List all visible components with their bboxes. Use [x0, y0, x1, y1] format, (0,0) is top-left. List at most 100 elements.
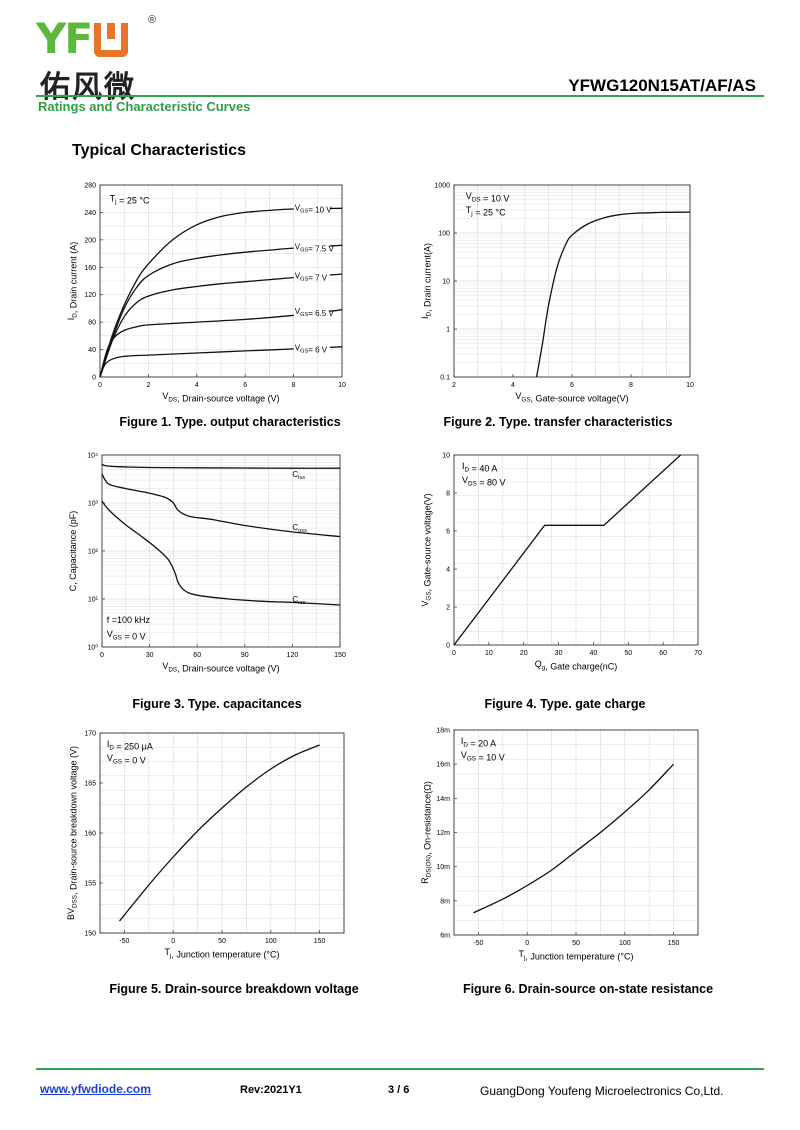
fig3-xlabel: VDS, Drain-source voltage (V)	[162, 661, 279, 673]
fig3-xtick-label: 150	[334, 652, 346, 659]
fig6-ytick-label: 10m	[436, 864, 450, 871]
fig1-series-line	[99, 273, 343, 378]
fig1-series-label: VGS= 6.5 V	[295, 307, 335, 318]
fig3-svg: 0 30 60 90 120 150 10⁰ 10¹ 10² 10³ 10⁴ VDS, Drain-s…	[68, 453, 346, 674]
fig3-ytick-label: 10⁰	[87, 644, 98, 652]
fig6-ytick-label: 12m	[436, 830, 450, 837]
fig4-series-line	[453, 454, 682, 646]
fig2-annotation: VDS = 10 V	[466, 191, 510, 203]
fig1-series-line	[99, 207, 343, 378]
fig5-xtick-label: 50	[218, 938, 226, 945]
caption-fig2: Figure 2. Type. transfer characteristics	[443, 415, 673, 429]
fig1-series-label: VGS= 10 V	[295, 204, 332, 215]
fig5-ytick-label: 165	[84, 781, 96, 788]
fig1-annotation: Tj = 25 °C	[110, 193, 150, 205]
footer-divider	[36, 1068, 764, 1070]
fig2-ytick-label: 1	[446, 327, 450, 334]
fig1-xtick-label: 2	[146, 382, 150, 389]
revision: Rev:2021Y1	[240, 1084, 302, 1096]
fig3-ylabel: C, Capacitance (pF)	[68, 511, 78, 592]
fig5-ytick-label: 150	[84, 931, 96, 938]
fig4-xtick-label: 60	[659, 650, 667, 657]
fig1-xtick-label: 6	[243, 382, 247, 389]
logo-chinese-name: 佑风微	[40, 70, 136, 105]
fig3-series-line	[101, 473, 341, 538]
fig6-xtick-label: 0	[525, 940, 529, 947]
fig6-ytick-label: 8m	[440, 898, 450, 905]
caption-fig6: Figure 6. Drain-source on-state resistan…	[462, 982, 714, 996]
fig1-series-line	[99, 244, 343, 378]
fig3-ytick-label: 10⁴	[87, 453, 98, 460]
company-name: GuangDong Youfeng Microelectronics Co,Lt…	[480, 1084, 724, 1098]
fig4-xtick-label: 40	[590, 650, 598, 657]
fig3-xtick-label: 60	[193, 652, 201, 659]
fig5-annotation: ID = 250 μA	[107, 739, 153, 751]
fig4-xtick-label: 0	[452, 650, 456, 657]
fig4-xtick-label: 10	[485, 650, 493, 657]
fig2-svg: 2 4 6 8 10 0.1 1 10 100 1000 VGS, Gate-source volt…	[420, 183, 694, 404]
fig3-annotation: VGS = 0 V	[107, 629, 146, 641]
fig5-xtick-label: 0	[171, 938, 175, 945]
fig1-series-label-bg	[293, 306, 330, 317]
fig2-xtick-label: 6	[570, 382, 574, 389]
fig1-xtick-label: 10	[338, 382, 346, 389]
fig5-xlabel: Tj, Junction temperature (°C)	[164, 947, 279, 959]
fig1-series-label-bg	[293, 241, 330, 252]
fig5-ytick-label: 170	[84, 731, 96, 738]
fig4-annotation: VDS = 80 V	[462, 475, 506, 487]
fig6-ytick-label: 16m	[436, 762, 450, 769]
fig1-ytick-label: 160	[84, 265, 96, 272]
company-logo: YF	[36, 14, 129, 63]
part-number: YFWG120N15AT/AF/AS	[568, 76, 756, 95]
fig4-xtick-label: 30	[555, 650, 563, 657]
fig6-xtick-label: 100	[619, 940, 631, 947]
fig4-svg: 0 10 20 30 40 50 60 70 0 2 4 6 8 10 Qg, Gate charge(nC…	[420, 453, 702, 672]
fig1-xlabel: VDS, Drain-source voltage (V)	[162, 391, 279, 403]
fig6-ytick-label: 14m	[436, 796, 450, 803]
fig4-ytick-label: 2	[446, 605, 450, 612]
fig1-series-label-bg	[293, 270, 330, 281]
caption-fig1: Figure 1. Type. output characteristics	[119, 415, 341, 429]
caption-fig5: Figure 5. Drain-source breakdown voltage	[109, 982, 359, 996]
fig6-xtick-label: 50	[572, 940, 580, 947]
fig2-xtick-label: 8	[629, 382, 633, 389]
fig1-series-label-bg	[293, 202, 330, 213]
fig1-series-label: VGS= 6 V	[295, 344, 328, 355]
logo-letters: YF	[36, 14, 93, 63]
fig1-frame	[99, 184, 343, 378]
fig5-ylabel: BVDSS, Drain-source breakdown voltage (V…	[66, 746, 78, 920]
fig4-ytick-label: 6	[446, 529, 450, 536]
fig6-series-line	[473, 763, 675, 914]
chart-on-resistance: -50 0 50 100 150 6m 8m 10m 12m 14m 16m 18m Tj, Junct…	[410, 725, 710, 961]
fig2-ytick-label: 1000	[434, 183, 450, 190]
fig2-xlabel: VGS, Gate-source voltage(V)	[515, 391, 628, 403]
fig1-xtick-label: 8	[292, 382, 296, 389]
fig4-ylabel: VGS, Gate-source voltage(V)	[420, 493, 432, 606]
fig4-ytick-label: 4	[446, 567, 450, 574]
fig2-xtick-label: 10	[686, 382, 694, 389]
website-link[interactable]: www.yfwdiode.com	[40, 1082, 151, 1096]
caption-fig4: Figure 4. Type. gate charge	[484, 697, 646, 711]
fig4-xtick-label: 50	[624, 650, 632, 657]
fig1-ytick-label: 80	[88, 320, 96, 327]
fig3-series-label: Crss	[292, 595, 305, 606]
fig6-ytick-label: 6m	[440, 933, 450, 940]
fig1-xtick-label: 0	[98, 382, 102, 389]
fig5-ytick-label: 155	[84, 881, 96, 888]
fig5-svg: -50 0 50 100 150 150 155 160 165 170 Tj, Junction …	[66, 731, 345, 959]
fig2-ytick-label: 100	[438, 231, 450, 238]
fig4-frame	[453, 454, 699, 646]
fig3-ytick-label: 10²	[88, 549, 99, 556]
fig2-ylabel: ID, Drain current(A)	[420, 243, 432, 319]
fig3-xtick-label: 30	[146, 652, 154, 659]
fig4-xlabel: Qg, Gate charge(nC)	[535, 659, 618, 671]
fig3-series-line	[101, 463, 341, 469]
subtitle: Ratings and Characteristic Curves	[38, 99, 251, 114]
fig2-xtick-label: 4	[511, 382, 515, 389]
fig2-ytick-label: 0.1	[440, 375, 450, 382]
fig1-ytick-label: 0	[92, 375, 96, 382]
fig5-xtick-label: -50	[119, 938, 129, 945]
fig6-xtick-label: 150	[668, 940, 680, 947]
fig1-ytick-label: 280	[84, 183, 96, 190]
fig2-series-line	[535, 211, 691, 378]
